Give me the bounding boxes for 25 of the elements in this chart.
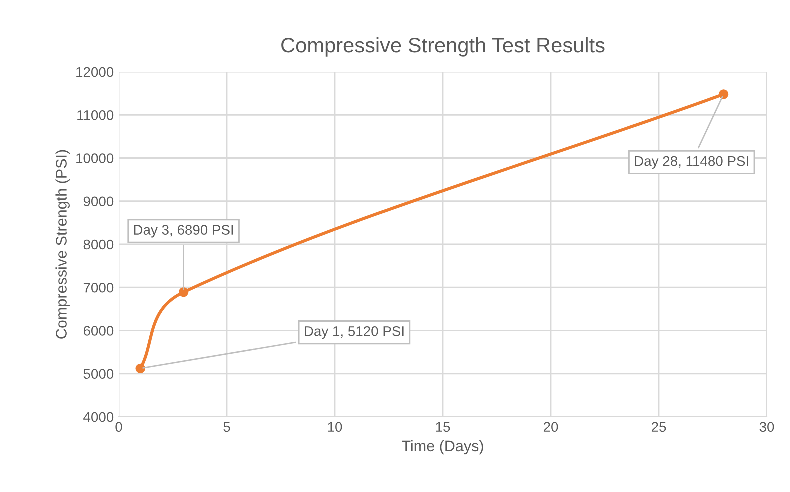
annotation: Day 1, 5120 PSI (305, 326, 404, 340)
y-tick-label: 4000 (84, 412, 114, 422)
y-tick-label: 9000 (84, 196, 114, 207)
y-tick-label: 8000 (84, 240, 114, 250)
point (718, 90, 729, 100)
y-tick-label: 11000 (78, 110, 114, 120)
y-tick-label: 10000 (76, 154, 114, 164)
y-tick-label: 6000 (84, 326, 114, 336)
y-tick-label: 12000 (76, 67, 114, 78)
y-tick-label: 5000 (84, 369, 114, 380)
x-axis-title: Time (Days) (402, 440, 484, 455)
point (136, 364, 146, 374)
annotation: Day 28, 11480 PSI (635, 156, 748, 169)
x-tick-label: 5 (224, 422, 230, 432)
point (178, 288, 189, 298)
x-tick-label: 15 (436, 422, 450, 432)
x-tick-label: 25 (652, 422, 666, 432)
x-tick-label: 0 (116, 422, 122, 432)
chart-title: Compressive Strength Test Results (282, 37, 605, 57)
x-tick-label: 30 (760, 422, 774, 432)
x-tick-label: 10 (328, 422, 342, 432)
y-tick-label: 7000 (84, 282, 114, 293)
x-tick-label: 20 (544, 422, 558, 432)
annotation: Day 3, 6890 PSI (134, 225, 234, 238)
y-axis-title: Compressive Strength (PSI) (56, 150, 70, 339)
